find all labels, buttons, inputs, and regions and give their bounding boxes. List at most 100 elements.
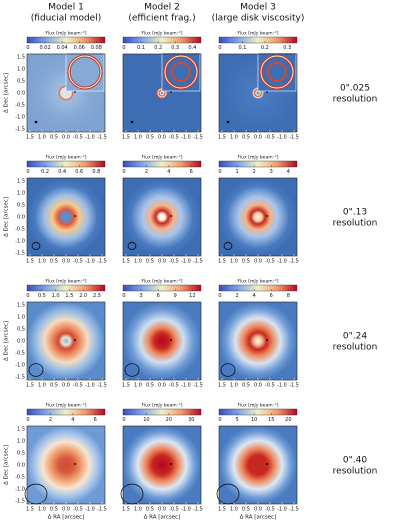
colorbar-tick-label: 0 bbox=[122, 417, 125, 423]
x-tick-label: -1.0 bbox=[85, 507, 95, 513]
colorbar-label: Flux [mJy beam⁻¹] bbox=[45, 403, 86, 409]
colorbar bbox=[26, 36, 106, 44]
colorbar-tick-label: 0.4 bbox=[188, 45, 196, 51]
colorbar-tick-label: 3 bbox=[139, 293, 142, 299]
colorbar-label: Flux [mJy beam⁻¹] bbox=[237, 155, 278, 161]
x-tick-label: 0.5 bbox=[242, 135, 250, 141]
colorbar bbox=[26, 160, 106, 168]
y-tick-label: 1.0 bbox=[17, 315, 25, 321]
disk-emission bbox=[123, 426, 201, 504]
column-subtitle: (efficient frag.) bbox=[128, 14, 195, 24]
x-tick-label: 0.0 bbox=[62, 383, 70, 389]
column-title: Model 1 bbox=[48, 3, 84, 13]
x-tick-label: 0.5 bbox=[242, 507, 250, 513]
colorbar-tick-label: 0.5 bbox=[38, 293, 46, 299]
x-tick-label: 0.5 bbox=[146, 135, 154, 141]
x-tick-label: 0.0 bbox=[254, 135, 262, 141]
x-tick-label: 1.5 bbox=[26, 135, 34, 141]
x-tick-label: 1.0 bbox=[230, 135, 238, 141]
colorbar-label: Flux [mJy beam⁻¹] bbox=[141, 155, 182, 161]
beam bbox=[226, 120, 230, 124]
y-tick-label: 1.0 bbox=[17, 439, 25, 445]
colorbar-label: Flux [mJy beam⁻¹] bbox=[141, 403, 182, 409]
x-tick-label: 0.5 bbox=[146, 259, 154, 265]
x-tick-label: 1.0 bbox=[134, 135, 142, 141]
colorbar-tick-label: 2.0 bbox=[79, 293, 87, 299]
x-tick-label: 1.5 bbox=[218, 383, 226, 389]
colorbar-label: Flux [mJy beam⁻¹] bbox=[141, 31, 182, 37]
colorbar-tick-label: 6 bbox=[157, 293, 160, 299]
colorbar-tick-label: 1.5 bbox=[65, 293, 73, 299]
y-axis-label: Δ Dec [arcsec] bbox=[4, 73, 10, 113]
y-tick-label: -1.5 bbox=[15, 499, 25, 505]
x-tick-label: 1.5 bbox=[122, 259, 130, 265]
colorbar-tick-label: 2.5 bbox=[93, 293, 101, 299]
beam bbox=[34, 120, 38, 124]
colorbar-tick-label: 6 bbox=[190, 169, 193, 175]
x-tick-label: 0.0 bbox=[62, 135, 70, 141]
y-tick-label: 1.5 bbox=[17, 303, 25, 309]
x-tick-label: 0.5 bbox=[146, 507, 154, 513]
planet-marker bbox=[74, 339, 76, 341]
x-tick-label: 0.0 bbox=[158, 259, 166, 265]
x-tick-label: -0.5 bbox=[73, 383, 83, 389]
x-tick-label: 0.0 bbox=[158, 135, 166, 141]
colorbar bbox=[218, 160, 298, 168]
colorbar-tick-label: 20 bbox=[285, 417, 291, 423]
colorbar-tick-label: 0 bbox=[218, 169, 221, 175]
y-tick-label: -1.5 bbox=[15, 251, 25, 257]
colorbar-tick-label: 10 bbox=[251, 417, 257, 423]
x-tick-label: -1.0 bbox=[85, 135, 95, 141]
colorbar-tick-label: 5 bbox=[235, 417, 238, 423]
disk-emission bbox=[219, 426, 297, 504]
colorbar bbox=[122, 408, 202, 416]
colorbar bbox=[122, 160, 202, 168]
planet-marker bbox=[170, 339, 172, 341]
colorbar-tick-label: 2 bbox=[145, 169, 148, 175]
colorbar-tick-label: 0 bbox=[218, 417, 221, 423]
colorbar-tick-label: 0 bbox=[26, 293, 29, 299]
y-tick-label: -0.5 bbox=[15, 351, 25, 357]
x-tick-label: 1.5 bbox=[122, 507, 130, 513]
colorbar bbox=[218, 408, 298, 416]
disk-emission bbox=[123, 302, 201, 380]
colorbar-tick-label: 2 bbox=[49, 417, 52, 423]
resolution-label: 0".13 bbox=[343, 208, 367, 218]
colorbar-label: Flux [mJy beam⁻¹] bbox=[237, 31, 278, 37]
colorbar-label: Flux [mJy beam⁻¹] bbox=[45, 155, 86, 161]
x-axis-label: Δ RA [arcsec] bbox=[144, 515, 181, 521]
x-tick-label: -1.5 bbox=[193, 507, 203, 513]
y-tick-label: 1.0 bbox=[17, 191, 25, 197]
x-tick-label: 0.5 bbox=[242, 383, 250, 389]
x-tick-label: 1.5 bbox=[26, 259, 34, 265]
resolution-label: resolution bbox=[333, 219, 378, 229]
colorbar-tick-label: 9 bbox=[174, 293, 177, 299]
y-tick-label: -1.0 bbox=[15, 239, 25, 245]
colorbar-tick-label: 1.0 bbox=[52, 293, 60, 299]
x-tick-label: -1.5 bbox=[289, 259, 299, 265]
colorbar-tick-label: 2 bbox=[235, 293, 238, 299]
colorbar-label: Flux [mJy beam⁻¹] bbox=[45, 279, 86, 285]
resolution-label: resolution bbox=[333, 467, 378, 477]
colorbar-tick-label: 0.1 bbox=[238, 45, 246, 51]
resolution-label: 0".40 bbox=[343, 456, 367, 466]
colorbar-tick-label: 0.2 bbox=[154, 45, 162, 51]
y-tick-label: 1.5 bbox=[17, 179, 25, 185]
y-tick-label: 1.5 bbox=[17, 55, 25, 61]
colorbar-tick-label: 0 bbox=[26, 417, 29, 423]
disk-emission bbox=[123, 178, 201, 256]
y-tick-label: -1.5 bbox=[15, 127, 25, 133]
y-tick-label: 0.5 bbox=[17, 79, 25, 85]
disk-emission bbox=[27, 178, 105, 256]
x-tick-label: -1.0 bbox=[181, 507, 191, 513]
x-tick-label: -1.5 bbox=[289, 135, 299, 141]
y-tick-label: 1.5 bbox=[17, 427, 25, 433]
y-tick-label: -0.5 bbox=[15, 227, 25, 233]
x-tick-label: 1.0 bbox=[38, 259, 46, 265]
x-tick-label: -1.0 bbox=[85, 259, 95, 265]
disk-emission bbox=[219, 302, 297, 380]
x-tick-label: 0.5 bbox=[242, 259, 250, 265]
x-tick-label: 1.0 bbox=[230, 507, 238, 513]
y-tick-label: -1.0 bbox=[15, 115, 25, 121]
